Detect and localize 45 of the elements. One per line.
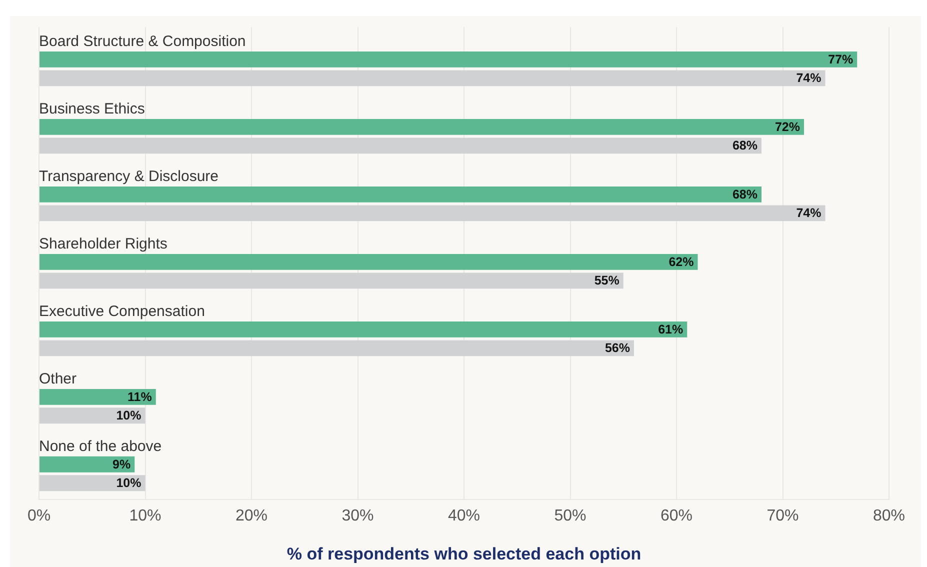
y-tick-label: Other <box>39 370 77 388</box>
x-tick-label: 10% <box>129 507 162 524</box>
x-tick-label: 20% <box>235 507 268 524</box>
y-tick-label: Board Structure & Composition <box>39 33 246 50</box>
y-tick-label: Shareholder Rights <box>39 236 168 253</box>
data-label: 10% <box>116 408 142 423</box>
data-label: 61% <box>658 322 684 336</box>
x-tick-label: 0% <box>27 507 51 524</box>
x-tick-label: 80% <box>872 507 906 524</box>
bar <box>40 186 762 202</box>
x-tick-label: 30% <box>342 507 374 524</box>
x-tick-label: 40% <box>448 507 480 524</box>
data-label: 62% <box>668 254 694 269</box>
bar <box>40 254 698 270</box>
data-label: 10% <box>116 476 142 490</box>
bar <box>40 388 156 405</box>
x-tick-label: 50% <box>554 507 586 524</box>
bar <box>40 272 624 289</box>
bar <box>40 138 762 154</box>
bar <box>40 408 146 424</box>
data-label: 68% <box>732 187 758 202</box>
data-label: 72% <box>774 120 800 134</box>
bar <box>40 340 634 356</box>
x-tick-label: 70% <box>766 507 799 524</box>
data-label: 74% <box>796 206 822 220</box>
bar <box>40 119 804 135</box>
y-tick-label: Transparency & Disclosure <box>39 168 219 186</box>
y-tick-label: Executive Compensation <box>39 303 205 320</box>
x-axis-title: % of respondents who selected each option <box>286 544 642 564</box>
data-label: 9% <box>112 457 131 472</box>
x-tick-label: 60% <box>660 507 693 524</box>
bar <box>40 321 688 338</box>
y-tick-label: None of the above <box>39 438 162 456</box>
bar <box>40 456 135 472</box>
data-label: 74% <box>796 71 822 86</box>
bar <box>40 205 826 222</box>
data-label: 55% <box>594 274 620 288</box>
bar <box>40 475 146 492</box>
bar <box>40 70 826 86</box>
bar <box>40 52 858 68</box>
data-label: 56% <box>604 341 630 356</box>
data-label: 77% <box>828 52 854 66</box>
data-label: 11% <box>128 390 152 404</box>
y-tick-label: Business Ethics <box>39 100 145 118</box>
data-label: 68% <box>732 138 758 153</box>
